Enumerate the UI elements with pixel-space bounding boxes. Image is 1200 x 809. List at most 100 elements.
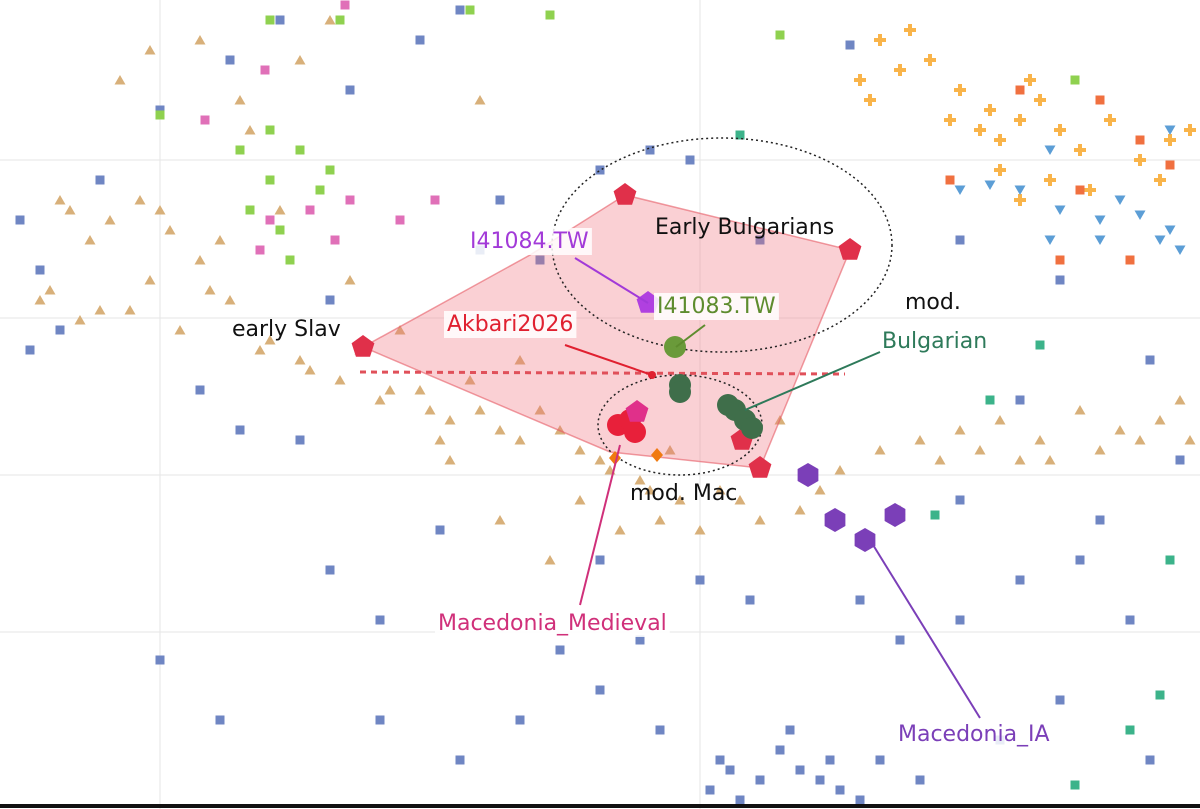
point bbox=[674, 495, 686, 505]
point bbox=[824, 508, 846, 532]
point bbox=[594, 455, 606, 465]
point bbox=[814, 485, 826, 495]
point bbox=[954, 185, 966, 195]
marker bbox=[904, 24, 916, 36]
marker bbox=[200, 115, 210, 125]
point bbox=[345, 85, 355, 95]
annotation: Akbari2026 bbox=[447, 312, 573, 337]
point bbox=[235, 425, 245, 435]
point bbox=[1034, 435, 1046, 445]
marker bbox=[594, 455, 606, 465]
point bbox=[435, 525, 445, 535]
point bbox=[874, 445, 886, 455]
marker bbox=[194, 255, 206, 265]
marker bbox=[954, 425, 966, 435]
marker bbox=[435, 525, 445, 535]
leader-line bbox=[869, 539, 981, 719]
point bbox=[1070, 75, 1080, 85]
marker bbox=[717, 394, 739, 416]
point bbox=[295, 145, 305, 155]
point bbox=[214, 235, 226, 245]
marker bbox=[34, 295, 46, 305]
point bbox=[444, 415, 456, 425]
marker bbox=[664, 336, 686, 358]
point bbox=[884, 503, 906, 527]
point bbox=[164, 225, 176, 235]
marker bbox=[265, 215, 275, 225]
label-background bbox=[435, 610, 670, 637]
marker bbox=[35, 265, 45, 275]
point bbox=[195, 385, 205, 395]
marker bbox=[915, 775, 925, 785]
point bbox=[415, 35, 425, 45]
marker bbox=[555, 645, 565, 655]
point bbox=[825, 755, 835, 765]
marker bbox=[54, 195, 66, 205]
marker bbox=[645, 145, 655, 155]
point bbox=[265, 15, 275, 25]
marker bbox=[635, 635, 645, 645]
point bbox=[1014, 185, 1026, 195]
point bbox=[134, 195, 146, 205]
point bbox=[924, 54, 936, 66]
marker bbox=[124, 305, 136, 315]
marker bbox=[345, 85, 355, 95]
point bbox=[654, 515, 666, 525]
marker bbox=[1074, 405, 1086, 415]
point bbox=[685, 155, 695, 165]
marker bbox=[797, 463, 819, 487]
marker bbox=[1070, 75, 1080, 85]
marker bbox=[265, 175, 275, 185]
point bbox=[464, 375, 476, 385]
point bbox=[1055, 695, 1065, 705]
point bbox=[1035, 340, 1045, 350]
point bbox=[775, 30, 785, 40]
point bbox=[174, 325, 186, 335]
marker bbox=[634, 475, 646, 485]
marker bbox=[1015, 395, 1025, 405]
marker bbox=[424, 405, 436, 415]
point bbox=[835, 785, 845, 795]
point bbox=[748, 456, 772, 478]
marker bbox=[275, 225, 285, 235]
point bbox=[94, 305, 106, 315]
point bbox=[334, 375, 346, 385]
point bbox=[1184, 124, 1196, 136]
annotation: early Slav bbox=[232, 317, 341, 342]
point bbox=[455, 755, 465, 765]
marker bbox=[669, 381, 691, 403]
marker bbox=[664, 445, 676, 455]
point bbox=[204, 285, 216, 295]
marker bbox=[1165, 160, 1175, 170]
marker bbox=[1015, 575, 1025, 585]
marker bbox=[1134, 435, 1146, 445]
marker bbox=[374, 395, 386, 405]
point bbox=[1044, 235, 1056, 245]
marker bbox=[815, 775, 825, 785]
marker bbox=[741, 417, 763, 439]
marker bbox=[154, 205, 166, 215]
marker bbox=[775, 30, 785, 40]
annotation: Bulgarian bbox=[882, 329, 987, 354]
label-background bbox=[467, 228, 592, 255]
point bbox=[854, 528, 876, 552]
marker bbox=[1074, 144, 1086, 156]
point bbox=[351, 335, 375, 357]
marker bbox=[74, 315, 86, 325]
point bbox=[794, 505, 806, 515]
marker bbox=[874, 34, 886, 46]
point bbox=[994, 164, 1006, 176]
marker bbox=[825, 755, 835, 765]
point bbox=[294, 355, 306, 365]
point bbox=[494, 515, 506, 525]
marker bbox=[1055, 255, 1065, 265]
marker bbox=[625, 400, 649, 422]
marker bbox=[734, 495, 746, 505]
point bbox=[1070, 780, 1080, 790]
annotation: Macedonia_IA bbox=[898, 722, 1050, 747]
marker bbox=[224, 295, 236, 305]
marker bbox=[745, 595, 755, 605]
marker bbox=[464, 375, 476, 385]
annotation: mod. Mac bbox=[630, 481, 737, 506]
point bbox=[715, 755, 725, 765]
